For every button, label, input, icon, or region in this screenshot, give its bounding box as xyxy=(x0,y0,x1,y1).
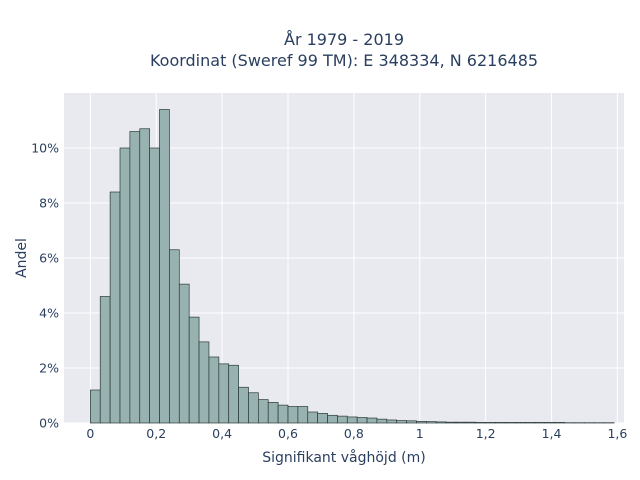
x-axis-ticks: 0 0,2 0,4 0,6 0,8 1 1,2 1,4 1,6 xyxy=(86,426,627,441)
histogram-bar xyxy=(406,420,417,424)
x-tick-label: 1,2 xyxy=(476,426,496,441)
histogram-bar xyxy=(416,421,427,424)
histogram-bar xyxy=(426,421,437,424)
histogram-bar xyxy=(208,356,220,424)
histogram-bar xyxy=(248,392,259,424)
x-tick-label: 0 xyxy=(86,426,94,441)
histogram-bar xyxy=(356,417,368,424)
histogram-bar xyxy=(218,363,230,424)
x-tick-label: 0,8 xyxy=(344,426,364,441)
chart-title-line1: År 1979 - 2019 xyxy=(284,30,404,49)
histogram-bar xyxy=(178,283,190,424)
histogram-bar xyxy=(485,422,496,424)
histogram-bar xyxy=(544,422,556,424)
x-axis-title: Signifikant våghöjd (m) xyxy=(262,449,425,466)
histogram-bar xyxy=(139,128,150,424)
histogram-bar xyxy=(159,109,170,424)
chart-title-line2: Koordinat (Sweref 99 TM): E 348334, N 62… xyxy=(150,51,538,70)
histogram-bar xyxy=(327,414,338,424)
histogram-bar xyxy=(376,418,388,424)
y-tick-label: 6% xyxy=(39,251,59,266)
histogram-bar xyxy=(287,406,299,424)
histogram-bar xyxy=(317,413,328,424)
histogram-bar xyxy=(109,191,121,424)
histogram-bars xyxy=(90,109,615,424)
histogram-bar xyxy=(149,147,160,424)
histogram-bar xyxy=(396,420,407,424)
y-axis-ticks: 0% 2% 4% 6% 8% 10% xyxy=(31,141,59,431)
histogram-bar xyxy=(455,421,467,424)
x-tick-label: 1 xyxy=(416,426,424,441)
histogram-bar xyxy=(119,147,131,424)
histogram-bar xyxy=(435,421,447,424)
histogram-bar xyxy=(169,249,180,424)
x-tick-label: 0,6 xyxy=(278,426,298,441)
histogram-bar xyxy=(346,416,358,424)
y-tick-label: 4% xyxy=(39,306,59,321)
y-tick-label: 8% xyxy=(39,196,59,211)
histogram-bar xyxy=(258,399,269,424)
x-tick-label: 0,2 xyxy=(146,426,166,441)
histogram-bar xyxy=(99,296,111,424)
y-tick-label: 2% xyxy=(39,361,59,376)
histogram-bar xyxy=(297,406,309,424)
histogram-bar xyxy=(495,422,506,424)
histogram-bar xyxy=(366,417,378,424)
histogram-bar xyxy=(514,422,526,424)
histogram-bar xyxy=(267,402,279,424)
histogram-bar xyxy=(307,411,318,424)
histogram-bar xyxy=(386,419,398,424)
histogram-bar xyxy=(129,131,141,424)
histogram-bar xyxy=(238,386,249,424)
histogram-bar xyxy=(337,415,348,424)
histogram-bar xyxy=(465,421,477,424)
histogram-bar xyxy=(198,341,210,424)
y-axis-title: Andel xyxy=(14,238,30,278)
histogram-bar xyxy=(445,421,457,424)
x-tick-label: 0,4 xyxy=(212,426,232,441)
histogram-bar xyxy=(534,422,546,424)
x-tick-label: 1,6 xyxy=(607,426,627,441)
y-tick-label: 10% xyxy=(31,141,59,156)
x-tick-label: 1,4 xyxy=(542,426,562,441)
histogram-bar xyxy=(475,422,486,424)
histogram-bar xyxy=(90,389,101,424)
histogram-bar xyxy=(188,316,200,424)
y-tick-label: 0% xyxy=(39,416,59,431)
histogram-bar xyxy=(554,422,566,424)
histogram-bar xyxy=(277,404,289,424)
histogram-bar xyxy=(228,364,239,424)
histogram-bar xyxy=(524,422,536,424)
histogram-bar xyxy=(505,422,516,424)
